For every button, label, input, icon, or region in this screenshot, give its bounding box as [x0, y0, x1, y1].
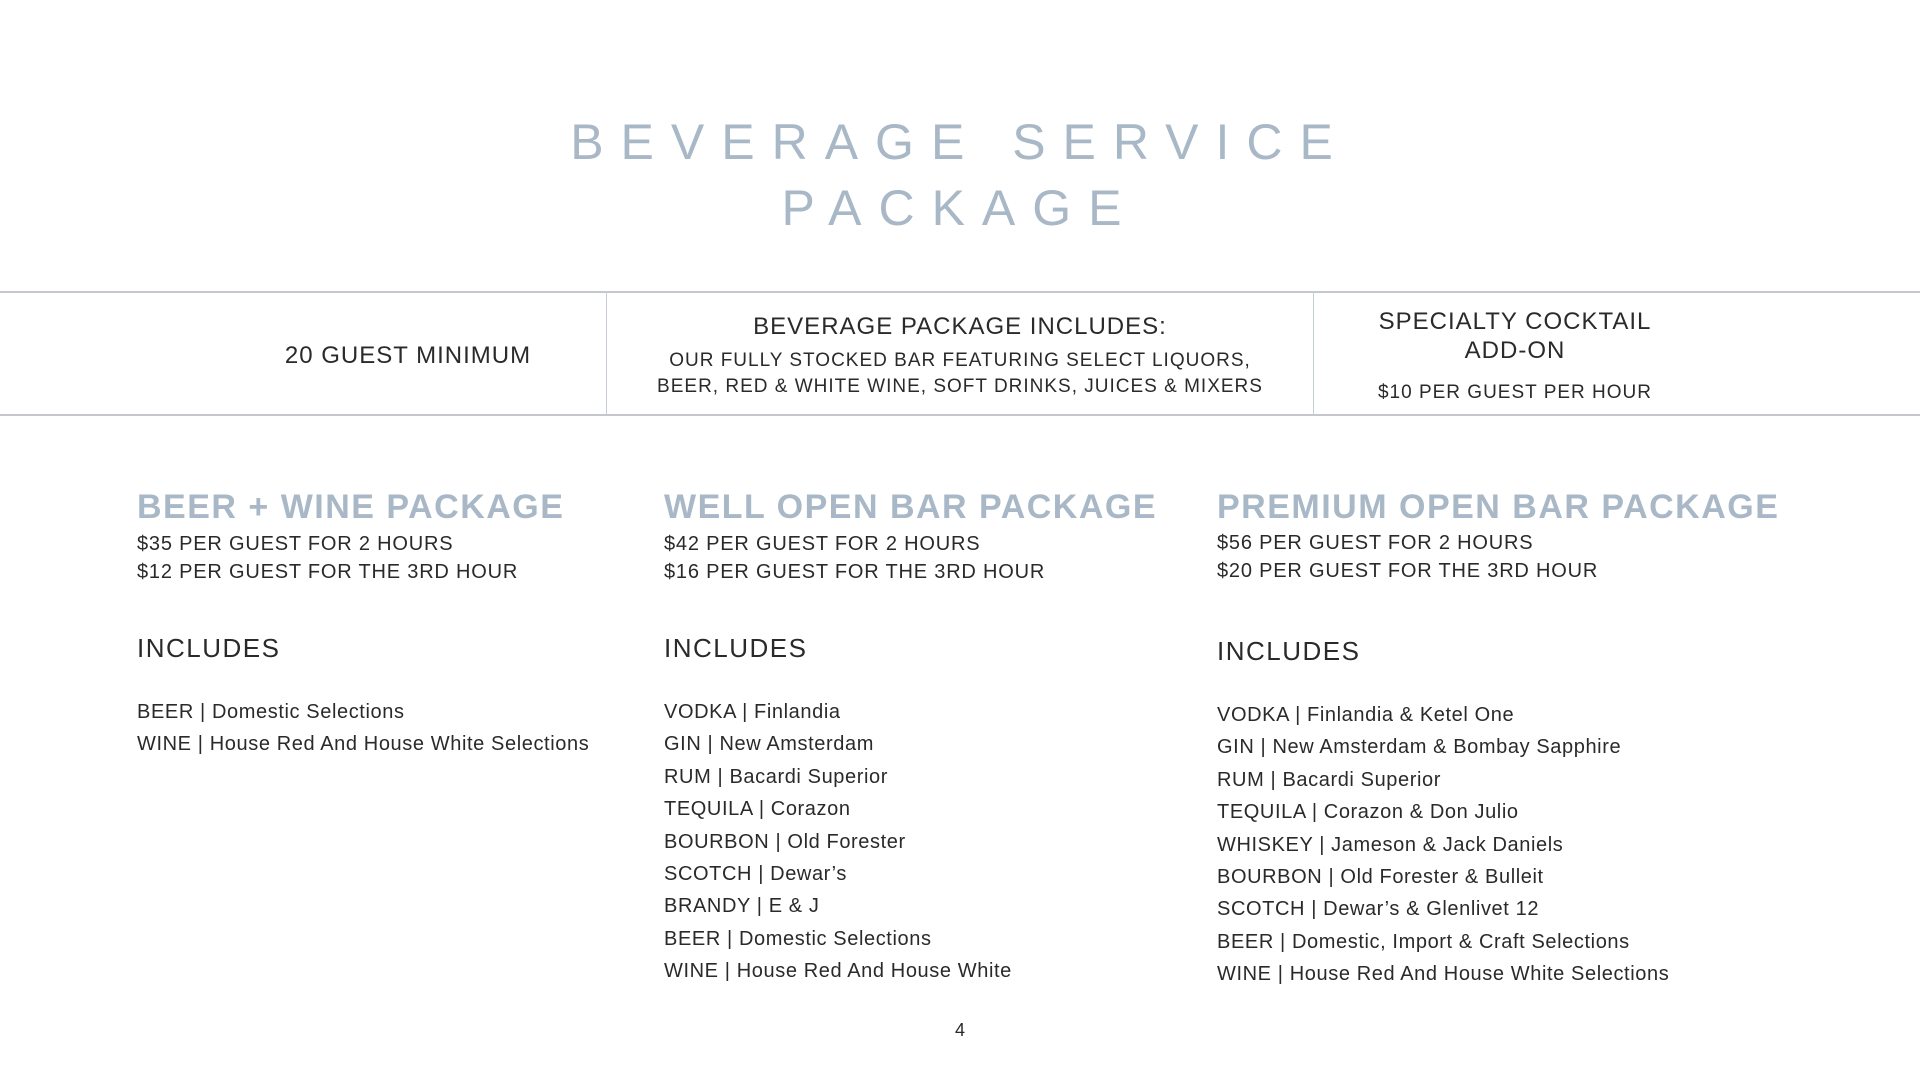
list-item: BEER | Domestic, Import & Craft Selectio…: [1217, 930, 1630, 953]
package-price: $12 PER GUEST FOR THE 3RD HOUR: [137, 561, 519, 583]
list-item: WINE | House Red And House White Selecti…: [137, 733, 590, 756]
list-item: WINE | House Red And House White: [664, 960, 1012, 983]
package-price: $56 PER GUEST FOR 2 HOURS: [1217, 532, 1534, 554]
includes-line: OUR FULLY STOCKED BAR FEATURING SELECT L…: [669, 350, 1251, 371]
includes-label: INCLUDES: [664, 633, 808, 663]
list-item: BEER | Domestic Selections: [664, 927, 932, 950]
list-item: BEER | Domestic Selections: [137, 701, 405, 723]
info-band: [0, 291, 1920, 416]
package-price: $35 PER GUEST FOR 2 HOURS: [137, 533, 454, 555]
addon-heading: SPECIALTY COCKTAIL: [1378, 308, 1652, 335]
package-premium: PREMIUM OPEN BAR PACKAGE $56 PER GUEST F…: [1217, 485, 1780, 985]
package-beer-wine: BEER + WINE PACKAGE $35 PER GUEST FOR 2 …: [137, 485, 589, 755]
addon-heading: ADD-ON: [1464, 337, 1566, 364]
includes-label: INCLUDES: [1217, 636, 1361, 666]
item-list: VODKA | Finlandia & Ketel One GIN | New …: [1217, 699, 1669, 991]
item-list: BEER | Domestic Selections WINE | House …: [137, 696, 589, 761]
item-list: VODKA | Finlandia GIN | New Amsterdam RU…: [664, 696, 1012, 988]
addon-price: $10 PER GUEST PER HOUR: [1377, 382, 1652, 403]
list-item: BOURBON | Old Forester: [664, 830, 906, 853]
list-item: RUM | Bacardi Superior: [664, 765, 889, 788]
list-item: BRANDY | E & J: [664, 895, 820, 918]
divider: [606, 291, 607, 414]
package-well: WELL OPEN BAR PACKAGE $42 PER GUEST FOR …: [664, 485, 1158, 982]
package-title: WELL OPEN BAR PACKAGE: [664, 488, 1158, 526]
list-item: RUM | Bacardi Superior: [1217, 768, 1442, 791]
list-item: WHISKEY | Jameson & Jack Daniels: [1217, 833, 1564, 856]
includes-heading: BEVERAGE PACKAGE INCLUDES:: [753, 313, 1167, 340]
page-title-line1: BEVERAGE SERVICE: [570, 114, 1350, 170]
list-item: VODKA | Finlandia & Ketel One: [1217, 704, 1515, 726]
package-title: BEER + WINE PACKAGE: [137, 488, 565, 526]
package-title: PREMIUM OPEN BAR PACKAGE: [1217, 488, 1780, 526]
list-item: SCOTCH | Dewar’s & Glenlivet 12: [1217, 898, 1540, 921]
list-item: BOURBON | Old Forester & Bulleit: [1217, 866, 1544, 889]
page-title-line2: PACKAGE: [781, 180, 1139, 236]
list-item: TEQUILA | Corazon: [664, 798, 851, 821]
package-price: $20 PER GUEST FOR THE 3RD HOUR: [1217, 560, 1599, 582]
divider: [1313, 291, 1314, 414]
list-item: SCOTCH | Dewar’s: [664, 863, 847, 886]
list-item: GIN | New Amsterdam: [664, 733, 874, 756]
list-item: VODKA | Finlandia: [664, 701, 841, 723]
package-price: $42 PER GUEST FOR 2 HOURS: [664, 533, 981, 555]
page-number: 4: [954, 1020, 965, 1040]
list-item: TEQUILA | Corazon & Don Julio: [1217, 801, 1519, 824]
package-price: $16 PER GUEST FOR THE 3RD HOUR: [664, 561, 1046, 583]
list-item: WINE | House Red And House White Selecti…: [1217, 963, 1670, 986]
includes-label: INCLUDES: [137, 633, 281, 663]
list-item: GIN | New Amsterdam & Bombay Sapphire: [1217, 736, 1622, 759]
guest-minimum: 20 GUEST MINIMUM: [284, 342, 532, 369]
includes-line: BEER, RED & WHITE WINE, SOFT DRINKS, JUI…: [657, 376, 1263, 397]
